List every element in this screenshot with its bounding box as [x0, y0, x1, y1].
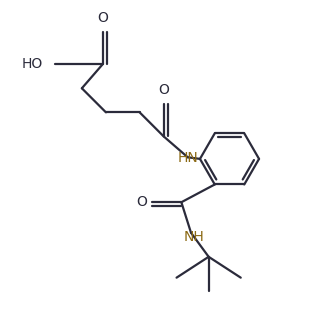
- Text: HN: HN: [177, 151, 198, 165]
- Text: O: O: [97, 11, 108, 25]
- Text: O: O: [158, 83, 169, 97]
- Text: O: O: [136, 195, 147, 209]
- Text: NH: NH: [184, 230, 204, 244]
- Text: HO: HO: [22, 56, 43, 71]
